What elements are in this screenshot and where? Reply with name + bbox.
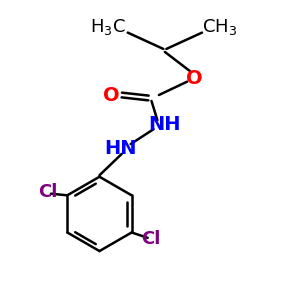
Text: Cl: Cl — [142, 230, 161, 248]
Text: $\mathregular{CH_3}$: $\mathregular{CH_3}$ — [202, 17, 238, 37]
Text: O: O — [186, 69, 203, 88]
Text: O: O — [103, 85, 120, 104]
Text: Cl: Cl — [38, 183, 57, 201]
Text: $\mathregular{H_3C}$: $\mathregular{H_3C}$ — [91, 17, 126, 37]
Text: NH: NH — [148, 115, 181, 134]
Text: HN: HN — [104, 139, 136, 158]
